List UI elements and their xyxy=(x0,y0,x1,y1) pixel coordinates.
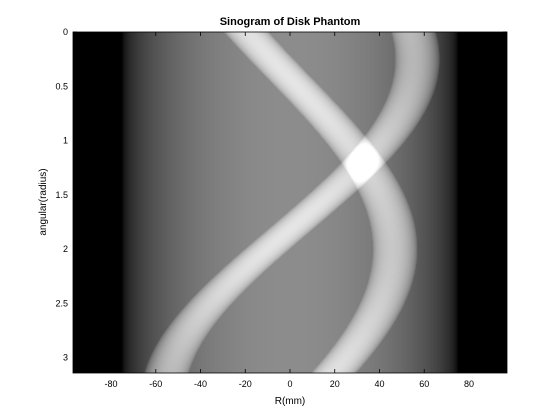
y-tick-label: 3 xyxy=(63,353,68,363)
x-tick-label: 80 xyxy=(464,379,474,389)
x-tick-label: 20 xyxy=(330,379,340,389)
y-axis: 0 0.5 1 1.5 2 2.5 3 xyxy=(55,27,507,363)
y-tick-label: 2.5 xyxy=(55,298,68,308)
x-tick-label: -20 xyxy=(239,379,252,389)
x-tick-label: -40 xyxy=(194,379,207,389)
y-tick-label: 1.5 xyxy=(55,190,68,200)
y-tick-label: 1 xyxy=(63,136,68,146)
y-tick-label: 2 xyxy=(63,244,68,254)
y-tick-label: 0 xyxy=(63,27,68,37)
chart-title: Sinogram of Disk Phantom xyxy=(220,16,361,28)
x-tick-label: 0 xyxy=(287,379,292,389)
x-axis: -80 -60 -40 -20 0 20 40 60 80 xyxy=(105,32,474,389)
x-axis-label: R(mm) xyxy=(275,396,306,407)
x-tick-label: 40 xyxy=(374,379,384,389)
x-tick-label: -60 xyxy=(149,379,162,389)
x-tick-label: -80 xyxy=(105,379,118,389)
x-tick-label: 60 xyxy=(419,379,429,389)
y-tick-label: 0.5 xyxy=(55,81,68,91)
y-axis-label: angular(radius) xyxy=(38,168,49,235)
sinogram-image xyxy=(73,32,507,373)
